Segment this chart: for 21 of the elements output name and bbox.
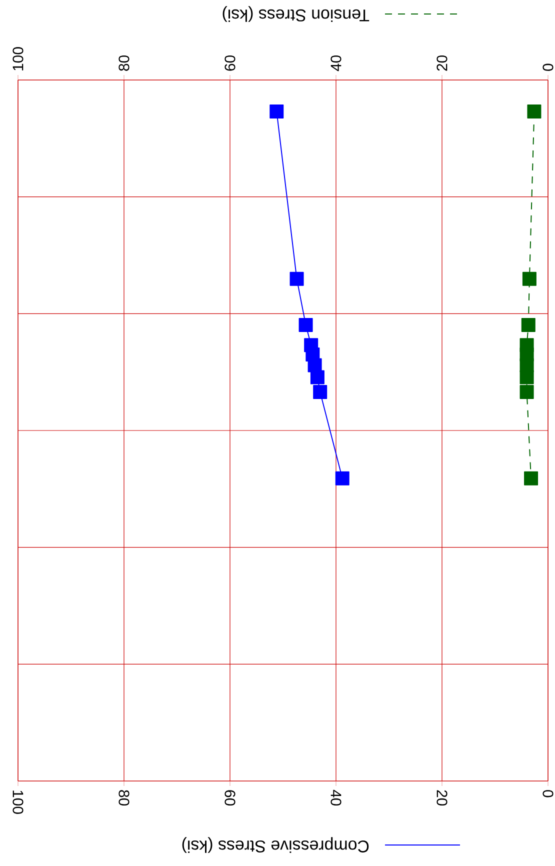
point (335, 471, 350, 486)
point (270, 104, 284, 118)
x2-tick-label: 100 (12, 790, 24, 814)
x-tick-label: 60 (224, 55, 236, 71)
x-tick-label: 0 (542, 64, 554, 71)
point (290, 272, 304, 286)
point (298, 318, 313, 332)
point (308, 358, 322, 372)
x2-tick-label: 0 (542, 790, 554, 798)
x2-tick-label: 40 (330, 790, 342, 806)
x-tick-label: 20 (436, 55, 448, 71)
x-axis-title: Compressive Stress (ksi) (182, 837, 369, 853)
point (310, 370, 324, 384)
x2-axis-title: Tension Stress (ksi) (222, 6, 370, 22)
x-tick-label: 40 (330, 55, 342, 72)
x-tick-label: 80 (118, 55, 130, 71)
x2-tick-label: 20 (436, 790, 448, 806)
x2-tick-label: 60 (224, 790, 236, 806)
point (313, 384, 328, 399)
x2-tick-label: 80 (118, 790, 130, 806)
x-tick-label: 100 (12, 47, 24, 70)
